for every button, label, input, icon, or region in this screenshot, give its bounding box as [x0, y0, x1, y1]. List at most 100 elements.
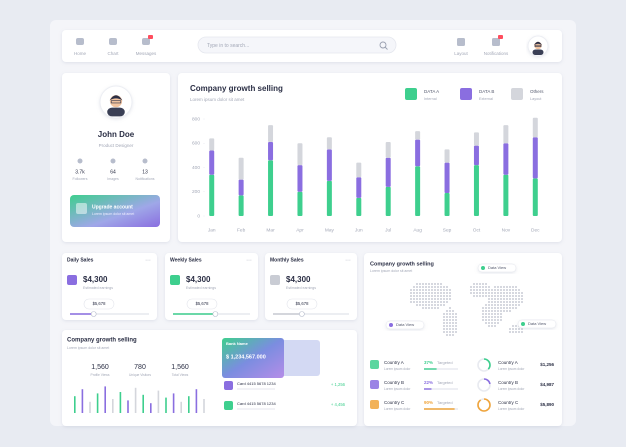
map-dot [452, 310, 454, 312]
search-box[interactable] [197, 36, 397, 54]
map-dot [473, 292, 475, 294]
map-dot [509, 301, 511, 303]
map-dot [449, 322, 451, 324]
y-tick-label: 400 [192, 165, 200, 171]
map-dot [509, 331, 511, 333]
map-dot [428, 292, 430, 294]
data-view-label: Data View [528, 321, 546, 326]
map-dot [455, 325, 457, 327]
mini-bar [96, 393, 99, 413]
legend-name: Others [530, 89, 544, 94]
map-dot [491, 307, 493, 309]
nav-icon[interactable] [109, 38, 117, 45]
bar-segment [385, 157, 391, 187]
more-menu[interactable]: … [345, 257, 351, 263]
map-dot [449, 310, 451, 312]
x-tick-label: Jul [385, 227, 391, 233]
bar-segment [385, 142, 391, 158]
stat-icon [77, 158, 83, 164]
transaction-icon [224, 401, 233, 410]
card-icon [67, 275, 77, 285]
y-tick-label: 0 [197, 213, 200, 219]
data-view-pill[interactable] [385, 320, 425, 330]
legend-swatch[interactable] [405, 88, 417, 100]
map-dot [449, 313, 451, 315]
map-dot [428, 286, 430, 288]
card-title: Monthly Sales [270, 257, 304, 263]
data-view-pill[interactable] [517, 319, 557, 329]
bank-card[interactable] [222, 338, 284, 378]
map-dot [446, 319, 448, 321]
country-text: Lorem ipsum dolor [498, 367, 525, 371]
map-dot [494, 307, 496, 309]
stat-label: Total Views [172, 373, 189, 377]
map-dot [500, 313, 502, 315]
card-amount: $4,300 [186, 275, 211, 284]
nav-icon[interactable] [492, 38, 500, 46]
map-dot [470, 286, 472, 288]
legend-swatch[interactable] [511, 88, 523, 100]
upgrade-banner[interactable] [70, 195, 160, 227]
map-dot [443, 295, 445, 297]
stat-value: 3.7k [75, 169, 85, 175]
map-dot [491, 325, 493, 327]
country-text: Lorem ipsum dolor [498, 407, 525, 411]
map-dot [440, 304, 442, 306]
map-dot [509, 328, 511, 330]
map-dot [512, 307, 514, 309]
data-view-dot [481, 266, 485, 270]
map-dot [509, 304, 511, 306]
mini-bar [119, 392, 122, 413]
more-menu[interactable]: … [145, 257, 151, 263]
slider-knob[interactable] [212, 311, 219, 317]
map-dot [488, 310, 490, 312]
search-icon[interactable] [379, 41, 387, 49]
map-dot [416, 283, 418, 285]
legend-swatch[interactable] [460, 88, 472, 100]
map-dot [521, 295, 523, 297]
map-dot [506, 310, 508, 312]
avatar-glasses [110, 100, 122, 104]
map-dot [491, 301, 493, 303]
map-dot [416, 289, 418, 291]
map-dot [485, 283, 487, 285]
map-dot [488, 322, 490, 324]
nav-icon[interactable] [457, 38, 465, 46]
map-dot [491, 304, 493, 306]
stat-value: 64 [110, 169, 116, 175]
map-dot [485, 322, 487, 324]
map-dot [473, 295, 475, 297]
more-menu[interactable]: … [246, 257, 252, 263]
map-dot [443, 292, 445, 294]
map-dot [494, 292, 496, 294]
map-dot [419, 301, 421, 303]
map-dot [434, 286, 436, 288]
mini-bar [142, 394, 144, 413]
map-dot [482, 310, 484, 312]
slider-knob[interactable] [299, 311, 305, 317]
slider-knob[interactable] [90, 311, 97, 317]
map-dot [503, 292, 505, 294]
map-dot [491, 292, 493, 294]
nav-icon[interactable] [142, 38, 150, 45]
legend-sublabel: External [479, 97, 493, 101]
map-dot [515, 304, 517, 306]
map-dot [410, 289, 412, 291]
map-dot [497, 310, 499, 312]
map-dot [494, 310, 496, 312]
map-dot [509, 286, 511, 288]
ring [477, 398, 491, 412]
map-dot [476, 292, 478, 294]
data-view-pill[interactable] [477, 263, 517, 273]
map-dot [443, 313, 445, 315]
map-dot [446, 334, 448, 336]
map-dot [494, 316, 496, 318]
map-dot [485, 289, 487, 291]
map-dot [413, 295, 415, 297]
bar-segment [238, 179, 244, 196]
map-dot [449, 334, 451, 336]
transaction-icon [224, 381, 233, 390]
map-dot [437, 304, 439, 306]
nav-icon[interactable] [76, 38, 84, 45]
y-tick-label: 200 [192, 189, 200, 195]
